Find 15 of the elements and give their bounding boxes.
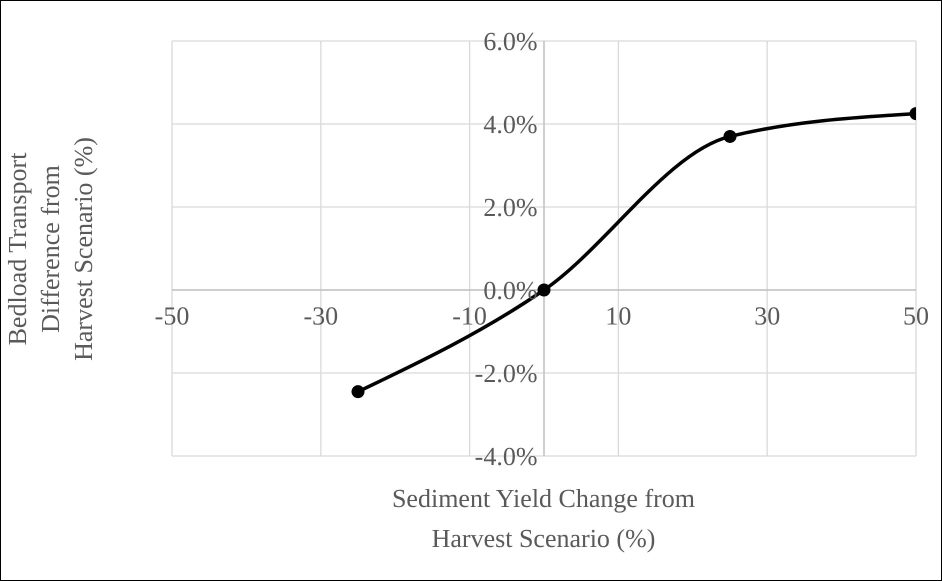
x-tick-label: -50 xyxy=(154,302,190,331)
y-tick-label: 2.0% xyxy=(483,193,538,222)
y-tick-label: 4.0% xyxy=(483,110,538,139)
y-tick-label: 6.0% xyxy=(483,27,538,56)
x-tick-label: 30 xyxy=(754,302,780,331)
point xyxy=(724,130,736,143)
point xyxy=(352,385,364,398)
x-tick-label: 10 xyxy=(605,302,632,331)
x-tick-label: -30 xyxy=(303,302,338,331)
x-tick-label: 50 xyxy=(903,302,929,331)
y-tick-label: -2.0% xyxy=(474,359,538,388)
x-axis-title: Sediment Yield Change from Harvest Scenario (%) xyxy=(390,483,696,555)
y-tick-label: -4.0% xyxy=(474,442,538,471)
y-axis-title: Bedload Transport Difference from Harvest Scenario (%) xyxy=(2,136,99,363)
point xyxy=(538,284,550,296)
